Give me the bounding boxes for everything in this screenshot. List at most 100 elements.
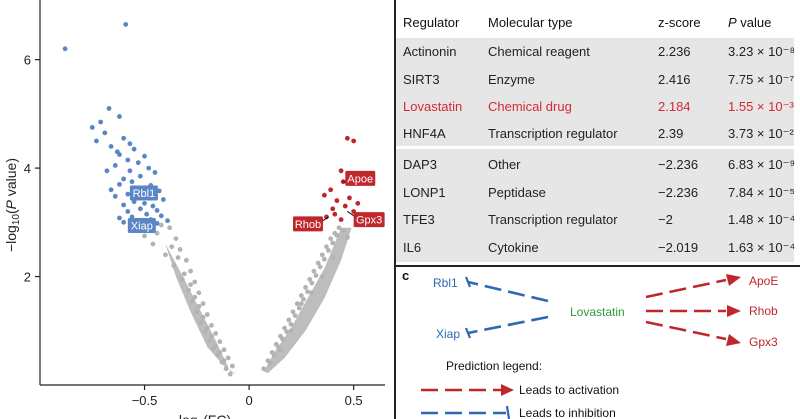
- node-rbl1: Rbl1: [433, 276, 458, 290]
- data-point: [144, 211, 150, 217]
- data-point: [186, 287, 191, 293]
- cell-p-value: 6.83 × 10⁻⁹: [728, 157, 796, 172]
- node-xiap: Xiap: [436, 327, 460, 341]
- header-z-score: z-score: [658, 15, 701, 30]
- table-row: HNF4A Transcription regulator 2.39 3.73 × 1…: [396, 120, 794, 148]
- data-point: [135, 160, 141, 166]
- data-point: [342, 203, 348, 209]
- cell-p-value: 1.48 × 10⁻⁴: [728, 212, 796, 227]
- node-lovastatin: Lovastatin: [570, 305, 625, 319]
- data-point: [330, 240, 336, 246]
- data-point: [131, 199, 137, 205]
- data-point: [206, 338, 212, 343]
- data-point: [267, 360, 273, 366]
- ns-region-right: [263, 227, 352, 374]
- data-point: [160, 197, 166, 202]
- data-point: [125, 209, 131, 214]
- data-point: [121, 135, 127, 141]
- data-point: [127, 141, 133, 147]
- data-point: [98, 119, 104, 125]
- data-point: [194, 309, 200, 315]
- data-point: [305, 289, 311, 295]
- data-point: [181, 271, 187, 277]
- cell-z-score: 2.39: [658, 126, 684, 141]
- scatter-points: [62, 22, 361, 377]
- gene-labels: Rbl1 Xiap Apoe Rhob Gpx3: [127, 170, 385, 234]
- edge-lovastatin-apoe: [645, 278, 727, 299]
- data-point: [330, 206, 336, 212]
- table-row: IL6 Cytokine −2.019 1.63 × 10⁻⁴: [396, 234, 795, 262]
- data-point: [137, 173, 143, 179]
- data-point: [340, 228, 346, 233]
- data-point: [202, 329, 208, 335]
- data-point: [165, 218, 170, 224]
- data-point: [209, 333, 214, 339]
- data-point: [271, 352, 277, 358]
- data-point: [121, 202, 127, 208]
- header-molecular-type: Molecular type: [488, 15, 573, 30]
- data-point: [229, 363, 235, 369]
- data-point: [108, 144, 114, 149]
- cell-z-score: 2.184: [658, 99, 691, 114]
- data-point: [150, 241, 156, 247]
- table-group-positive: [396, 38, 794, 146]
- data-point: [142, 153, 147, 159]
- legend-inhibition-text: Leads to inhibition: [519, 406, 616, 419]
- data-point: [315, 260, 321, 266]
- cell-regulator: Lovastatin: [403, 99, 463, 114]
- data-point: [112, 193, 118, 199]
- table-row: LONP1 Peptidase −2.236 7.84 × 10⁻⁵: [396, 179, 795, 207]
- data-point: [313, 273, 319, 278]
- cell-regulator: IL6: [403, 240, 422, 255]
- data-point: [284, 329, 290, 335]
- data-point: [142, 200, 147, 206]
- data-point: [309, 280, 315, 286]
- cell-molecular-type: Transcription regulator: [488, 212, 618, 227]
- data-point: [290, 309, 296, 315]
- data-point: [225, 355, 231, 361]
- cell-molecular-type: Cytokine: [488, 240, 539, 255]
- data-point: [142, 233, 147, 239]
- cell-molecular-type: Other: [488, 157, 521, 172]
- data-point: [221, 347, 227, 353]
- data-point: [154, 230, 160, 236]
- data-point: [158, 213, 164, 219]
- data-point: [129, 179, 135, 185]
- data-point: [351, 138, 357, 144]
- x-axis-label: log2(FC): [179, 412, 231, 419]
- regulator-network: c Rbl1 Xiap Lovastatin ApoE Rhob Gpx3 Pr…: [402, 268, 778, 419]
- node-rhob: Rhob: [749, 304, 778, 318]
- data-point: [204, 325, 210, 331]
- data-point: [213, 343, 219, 349]
- cell-molecular-type: Transcription regulator: [488, 126, 618, 141]
- data-point: [102, 130, 108, 136]
- cell-regulator: Actinonin: [403, 44, 457, 59]
- data-point: [217, 350, 223, 355]
- data-point: [321, 256, 327, 262]
- data-point: [114, 149, 120, 155]
- panel-divider: [394, 0, 396, 419]
- data-point: [321, 192, 327, 198]
- cell-p-value: 7.75 × 10⁻⁷: [728, 72, 795, 87]
- data-point: [158, 222, 164, 228]
- data-point: [196, 303, 202, 309]
- data-point: [213, 331, 219, 336]
- data-point: [167, 225, 173, 231]
- data-point: [294, 301, 300, 307]
- data-point: [296, 305, 302, 311]
- data-point: [179, 276, 185, 282]
- data-point: [303, 284, 308, 290]
- y-tick-label: 4: [24, 161, 31, 176]
- data-point: [317, 264, 323, 270]
- gene-label: Rbl1: [133, 188, 156, 200]
- data-point: [183, 257, 189, 263]
- data-point: [338, 168, 344, 174]
- cell-regulator: HNF4A: [403, 126, 446, 141]
- data-point: [328, 187, 334, 193]
- data-point: [198, 320, 204, 326]
- data-point: [209, 322, 214, 328]
- data-point: [188, 282, 193, 288]
- panel-label-c: c: [402, 268, 409, 283]
- data-point: [117, 114, 122, 119]
- data-point: [278, 347, 283, 353]
